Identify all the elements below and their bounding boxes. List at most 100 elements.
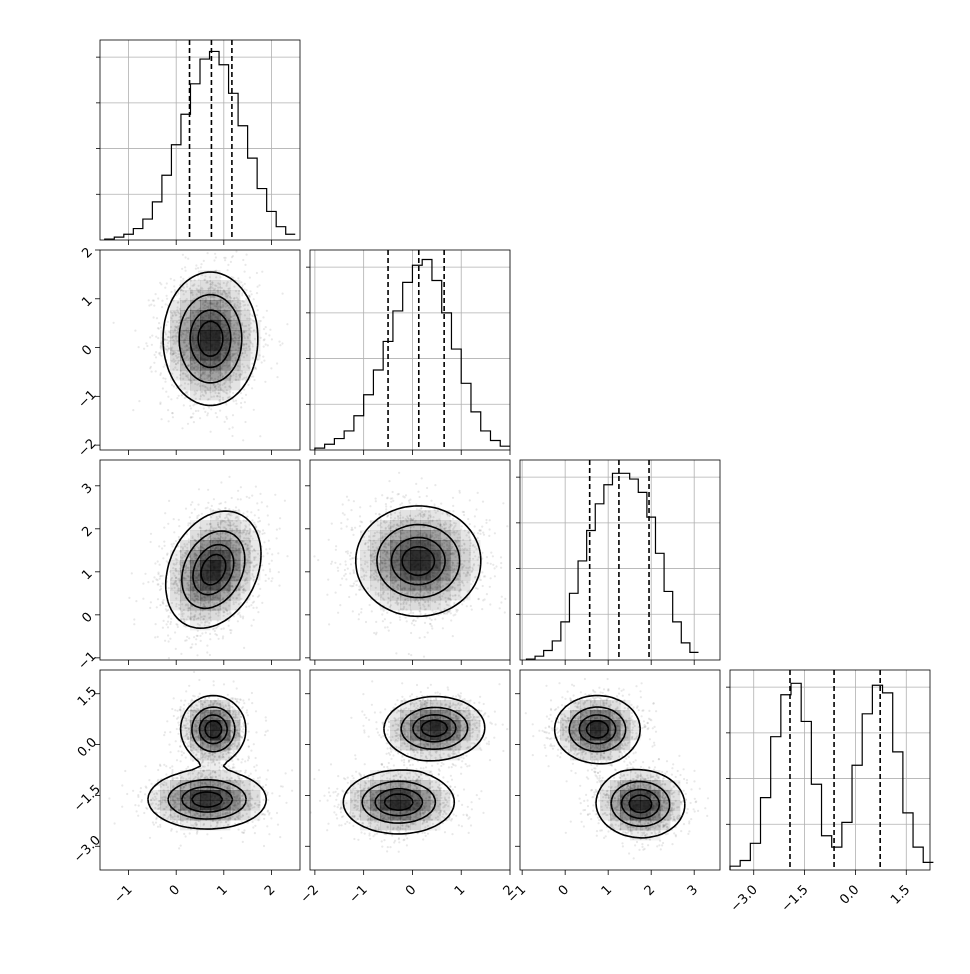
pair-1-2-point (402, 495, 404, 497)
pair-0-1-point (268, 334, 270, 336)
pair-0-1-point (245, 298, 247, 300)
pair-1-2-point (420, 508, 422, 510)
pair-0-2-point (205, 632, 207, 634)
pair-0-2-point (209, 633, 211, 635)
pair-0-1-point (240, 406, 242, 408)
pair-0-1-point (232, 255, 234, 257)
pair-0-1-point (251, 363, 253, 365)
pair-1-2-point (327, 579, 329, 581)
pair-1-2-point (369, 604, 371, 606)
pair-0-2-point (195, 643, 197, 645)
pair-0-1-point (164, 378, 166, 380)
pair-0-2-point (240, 616, 242, 618)
pair-0-1-point (240, 392, 242, 394)
pair-0-1-point (276, 376, 278, 378)
pair-0-2-density-cell (250, 540, 260, 550)
pair-0-1-point (261, 271, 263, 273)
pair-0-2-point (220, 628, 222, 630)
pair-0-2-point (257, 521, 259, 523)
pair-0-2-point (266, 505, 268, 507)
pair-0-2-point (169, 623, 171, 625)
pair-0-2-point (190, 646, 192, 648)
pair-0-2-point (206, 651, 208, 653)
pair-0-2-point (153, 576, 155, 578)
pair-0-1-density-cell (170, 350, 180, 360)
pair-0-2-point (209, 654, 211, 656)
pair-0-2-point (133, 623, 135, 625)
pair-0-2-point (261, 564, 263, 566)
pair-1-2-point (452, 635, 454, 637)
pair-0-2-point (194, 508, 196, 510)
pair-0-2-point (262, 569, 264, 571)
pair-0-2-point (166, 610, 168, 612)
pair-0-1-point (162, 387, 164, 389)
pair-0-2-point (262, 555, 264, 557)
pair-1-2-point (467, 518, 469, 520)
pair-0-2-point (155, 623, 157, 625)
pair-0-1-density-cell (240, 360, 250, 370)
pair-0-1-point (190, 407, 192, 409)
hist-3-step (730, 683, 933, 870)
pair-0-1-point (185, 256, 187, 258)
pair-0-1-point (226, 418, 228, 420)
pair-0-2-point (248, 605, 250, 607)
pair-0-2-point (207, 502, 209, 504)
pair-0-2-point (253, 522, 255, 524)
pair-0-2-point (164, 512, 166, 514)
pair-0-1-point (214, 253, 216, 255)
pair-0-2-density-cell (200, 540, 210, 550)
pair-1-2-point (385, 503, 387, 505)
pair-0-1-point (235, 403, 237, 405)
pair-0-1-density-cell (170, 310, 180, 320)
pair-0-1-point (215, 412, 217, 414)
pair-0-2-point (255, 525, 257, 527)
pair-1-2-point (313, 555, 315, 557)
pair-1-2-point (502, 502, 504, 504)
pair-0-1-point (180, 276, 182, 278)
pair-0-1-point (224, 421, 226, 423)
pair-0-1-point (160, 326, 162, 328)
pair-0-2-point (150, 533, 152, 535)
pair-0-2-point (164, 545, 166, 547)
pair-0-1-point (263, 360, 265, 362)
pair-0-2-point (176, 624, 178, 626)
pair-0-1-density-cell (220, 390, 230, 400)
pair-1-2-point (386, 612, 388, 614)
pair-0-2-point (162, 599, 164, 601)
pair-0-2-point (180, 653, 182, 655)
pair-0-1-density-cell (180, 380, 190, 390)
pair-1-2-point (409, 502, 411, 504)
pair-0-2-content (128, 476, 316, 681)
pair-1-2-point (424, 636, 426, 638)
pair-0-1-density-cell (230, 290, 240, 300)
pair-0-2-point (154, 562, 156, 564)
pair-0-2-point (195, 664, 197, 666)
pair-0-2-point (159, 604, 161, 606)
pair-0-1-point (242, 439, 244, 441)
pair-1-2-point (346, 525, 348, 527)
pair-0-2-point (218, 508, 220, 510)
pair-0-1-density-cell (200, 300, 210, 310)
pair-0-2-point (212, 628, 214, 630)
pair-1-2-point (482, 532, 484, 534)
pair-0-2-point (191, 501, 193, 503)
pair-1-2-point (352, 569, 354, 571)
pair-0-1-point (170, 291, 172, 293)
pair-1-2-point (337, 570, 339, 572)
pair-1-2-point (429, 617, 431, 619)
pair-0-1-point (160, 355, 162, 357)
pair-0-2-point (144, 573, 146, 575)
pair-0-2-point (197, 504, 199, 506)
pair-0-1-point (172, 416, 174, 418)
pair-0-2-point (262, 529, 264, 531)
pair-0-1-density-cell (220, 300, 230, 310)
pair-1-2-point (479, 533, 481, 535)
pair-0-2-density-cell (230, 520, 240, 530)
pair-0-2-point (214, 633, 216, 635)
pair-1-2-point (340, 584, 342, 586)
pair-0-2-point (242, 512, 244, 514)
pair-0-1-point (244, 264, 246, 266)
pair-1-2-point (477, 492, 479, 494)
pair-0-1-point (240, 402, 242, 404)
pair-0-2-point (228, 476, 230, 478)
